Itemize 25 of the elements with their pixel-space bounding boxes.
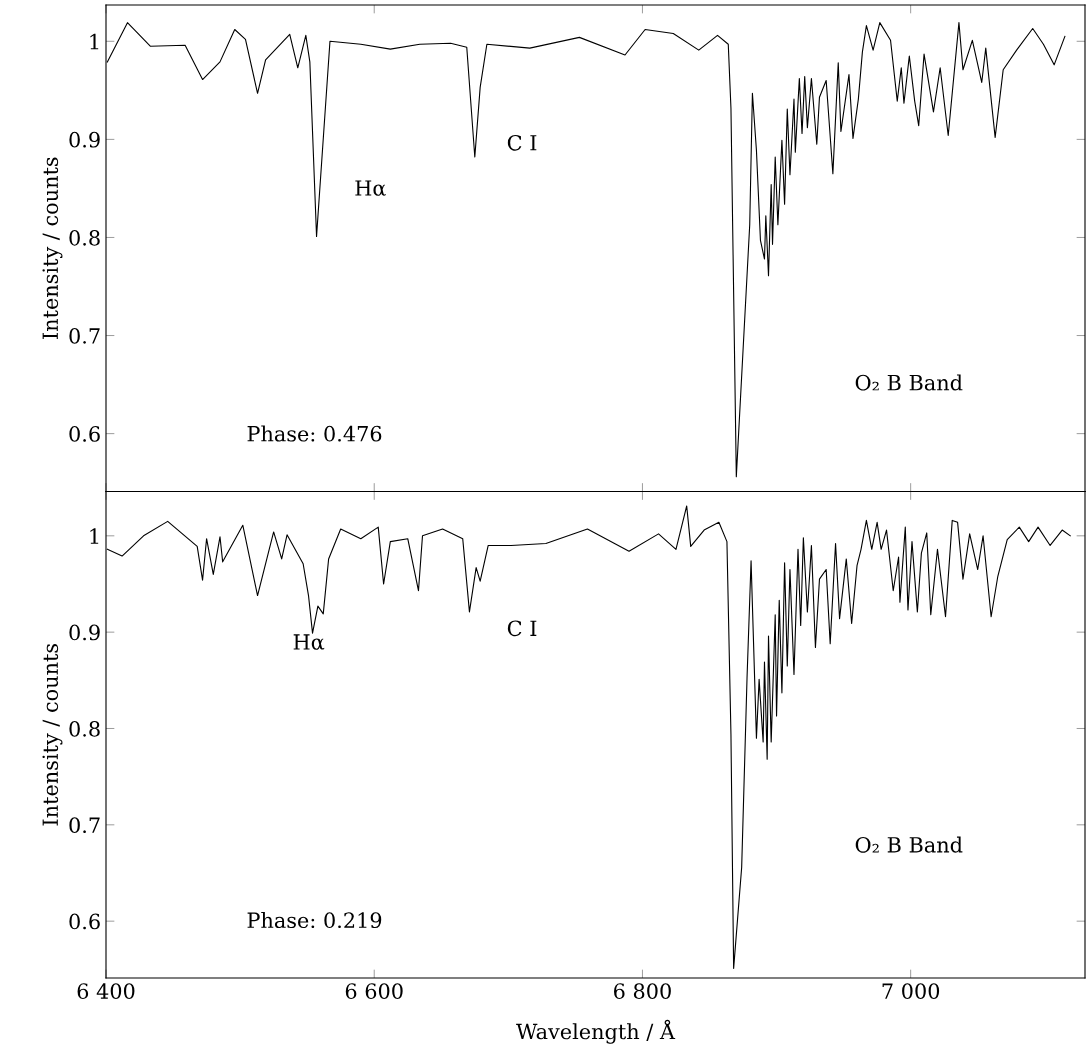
y-axis-title: Intensity / counts	[42, 157, 63, 339]
y-tick-label: 0.9	[69, 131, 100, 148]
annotation: O₂ B Band	[855, 836, 963, 853]
y-tick-label: 0.8	[69, 720, 100, 737]
annotation: Phase: 0.476	[247, 425, 382, 442]
annotation: Hα	[355, 180, 386, 196]
y-tick-label: 0.9	[69, 624, 100, 641]
annotation: Hα	[293, 634, 325, 650]
x-tick-label: 6 400	[77, 983, 135, 999]
y-tick-label: 0.7	[69, 328, 100, 344]
y-tick-label: 0.7	[69, 817, 100, 834]
y-tick-label: 0.8	[69, 229, 100, 246]
annotation: Phase: 0.219	[247, 911, 382, 929]
x-tick-label: 6 600	[345, 983, 403, 999]
annotation: O₂ B Band	[855, 374, 963, 391]
x-axis-title: Wavelength / Å	[516, 1019, 676, 1044]
y-tick-label: 0.6	[69, 913, 100, 930]
y-axis-title: Intensity / counts	[42, 644, 63, 826]
y-tick-label: 1	[90, 33, 99, 50]
y-tick-label: 1	[90, 528, 99, 544]
x-tick-label: 6 800	[614, 983, 671, 999]
annotation: C I	[507, 620, 537, 637]
y-tick-label: 0.6	[69, 426, 100, 442]
x-tick-label: 7 000	[882, 983, 940, 999]
annotation: C I	[507, 134, 537, 151]
